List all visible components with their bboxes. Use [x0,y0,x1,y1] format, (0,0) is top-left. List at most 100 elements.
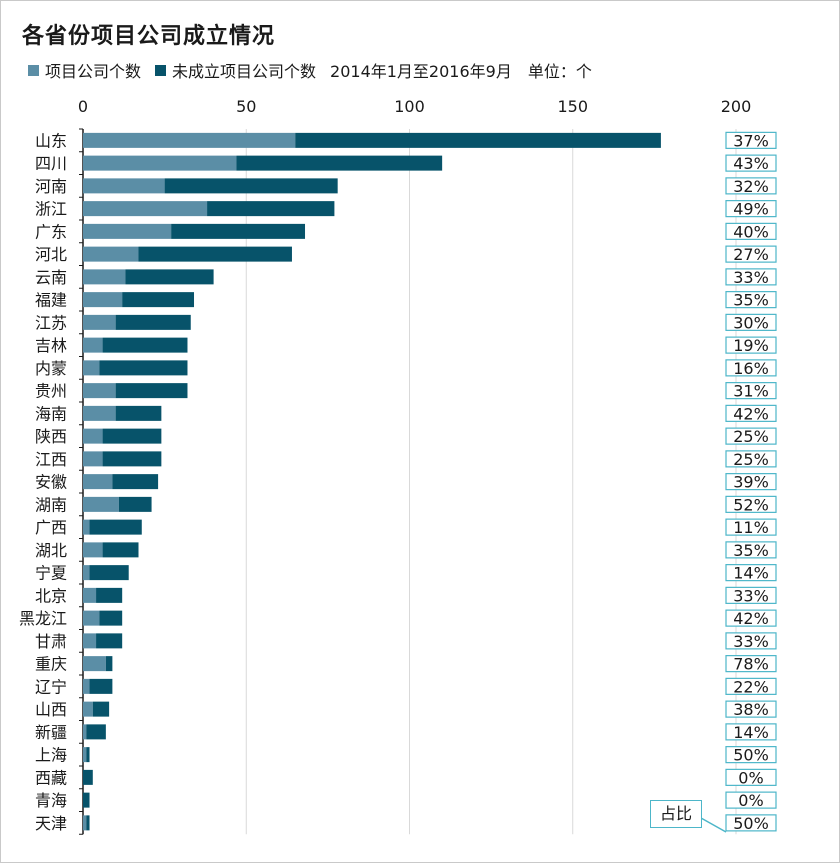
bar-series1 [83,633,97,649]
bar-series2 [102,428,162,444]
bar-series1 [83,542,103,558]
percent-label: 19% [733,336,769,355]
legend-item-series1: 项目公司个数 [28,58,141,82]
bar-series1 [83,474,113,490]
bar-series2 [138,246,292,262]
bar-series2 [102,451,162,467]
category-label: 内蒙 [35,359,67,378]
category-label: 上海 [35,746,67,765]
bar-series2 [96,587,123,603]
percent-label: 14% [733,564,769,583]
category-label: 宁夏 [35,564,67,583]
bar-series2 [164,178,338,194]
bar-series2 [295,132,661,148]
bar-series1 [83,383,116,399]
callout-label: 占比 [650,800,702,828]
percent-label: 35% [733,541,769,560]
percent-label: 40% [733,222,769,241]
percent-box [725,768,777,786]
percent-label: 33% [733,268,769,287]
category-label: 云南 [35,268,67,287]
x-tick-label: 0 [78,97,88,116]
bar-series2 [99,360,188,376]
percent-label: 11% [733,518,769,537]
category-label: 山东 [35,131,67,150]
percent-label: 35% [733,291,769,310]
percent-box [725,427,777,445]
percent-label: 37% [733,131,769,150]
percent-box [725,177,777,195]
category-label: 贵州 [35,382,67,401]
bar-series2 [115,314,191,330]
bar-series1 [83,610,100,626]
category-label: 重庆 [35,655,67,674]
bar-series2 [86,724,106,740]
bar-series1 [83,747,87,763]
percent-box [725,609,777,627]
bar-series1 [83,246,139,262]
bar-series2 [89,678,113,694]
percent-box [725,541,777,559]
percent-box [725,473,777,491]
percent-label: 49% [733,200,769,219]
x-tick-label: 200 [721,97,752,116]
percent-box [725,200,777,218]
percent-box [725,154,777,172]
category-label: 湖南 [35,495,67,514]
percent-label: 16% [733,359,769,378]
category-label: 甘肃 [35,632,67,651]
bar-series1 [83,155,237,171]
percent-label: 0% [738,791,763,810]
bar-series1 [83,314,116,330]
bar-series2 [122,292,195,308]
category-label: 天津 [35,814,67,833]
category-label: 青海 [35,791,67,810]
legend-period: 2014年1月至2016年9月 [330,62,512,81]
percent-box [725,245,777,263]
percent-label: 50% [733,746,769,765]
bar-series1 [83,496,119,512]
category-label: 辽宁 [35,677,67,696]
bar-series2 [112,474,159,490]
legend-item-series2: 未成立项目公司个数 [155,58,316,82]
bar-series2 [115,383,188,399]
percent-box [725,791,777,809]
category-label: 西藏 [35,768,67,787]
bar-series1 [83,451,103,467]
chart-title: 各省份项目公司成立情况 [22,24,276,49]
percent-label: 42% [733,609,769,628]
percent-label: 14% [733,723,769,742]
category-label: 海南 [35,404,67,423]
category-label: 江西 [35,450,67,469]
percent-box [725,586,777,604]
percent-box [725,382,777,400]
bar-series2 [96,633,123,649]
category-label: 新疆 [35,723,67,742]
category-label: 安徽 [35,473,67,492]
percent-box [725,564,777,582]
bar-series2 [89,519,142,535]
percent-label: 39% [733,473,769,492]
bar-series1 [83,337,103,353]
category-label: 四川 [35,154,67,173]
percent-box [725,632,777,650]
bar-series1 [83,565,90,581]
legend: 项目公司个数 未成立项目公司个数 2014年1月至2016年9月 单位：个 [28,58,608,82]
percent-box [725,313,777,331]
bar-series1 [83,587,97,603]
legend-label-series2: 未成立项目公司个数 [172,62,317,81]
percent-box [725,746,777,764]
bar-series2 [125,269,214,285]
bar-series2 [105,656,113,672]
percent-box [725,655,777,673]
legend-swatch-series2 [155,64,167,76]
bar-series1 [83,405,116,421]
percent-box [725,495,777,513]
bar-series2 [86,747,90,763]
bar-series1 [83,701,93,717]
bar-series2 [171,223,306,239]
legend-label-series1: 项目公司个数 [45,62,142,81]
bar-series1 [83,201,208,217]
x-tick-label: 50 [236,97,256,116]
